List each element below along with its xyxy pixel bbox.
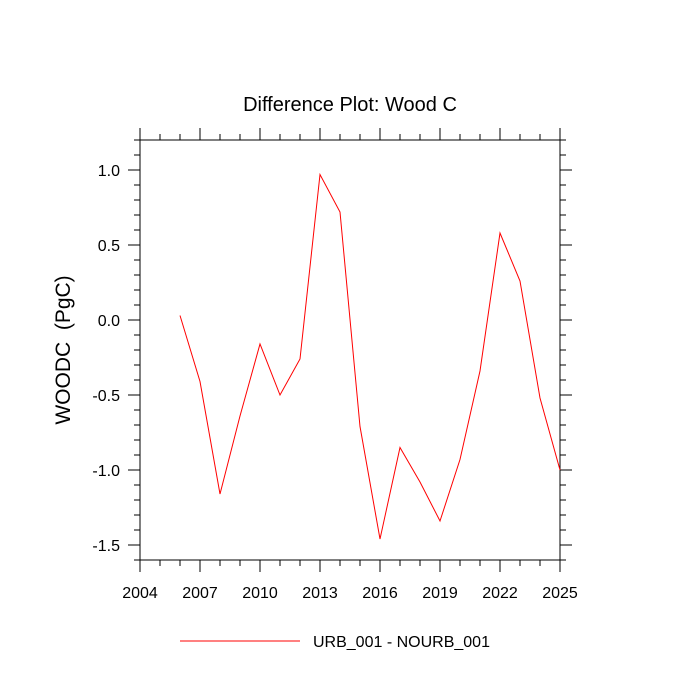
x-tick-label: 2025 — [542, 585, 578, 602]
y-tick-label: -1.0 — [92, 463, 120, 480]
y-tick-label: 0.0 — [98, 313, 120, 330]
legend: URB_001 - NOURB_001 — [180, 634, 490, 651]
x-tick-label: 2019 — [422, 585, 458, 602]
series-layer — [179, 172, 561, 540]
x-tick-label: 2010 — [242, 585, 278, 602]
axis-ticks — [128, 128, 572, 572]
chart-title: Difference Plot: Wood C — [243, 94, 457, 116]
legend-label: URB_001 - NOURB_001 — [313, 634, 490, 651]
x-tick-label: 2022 — [482, 585, 518, 602]
series-line — [179, 172, 561, 540]
x-tick-labels: 2004 2007 2010 2013 2016 2019 2022 2025 — [122, 585, 578, 602]
y-tick-label: 0.5 — [98, 238, 120, 255]
y-axis-label: WOODC (PgC) — [52, 275, 75, 424]
x-tick-label: 2004 — [122, 585, 158, 602]
plot-frame — [139, 139, 561, 561]
y-tick-label: -0.5 — [92, 388, 120, 405]
x-tick-label: 2007 — [182, 585, 218, 602]
y-tick-label: -1.5 — [92, 538, 120, 555]
plot-area — [128, 128, 572, 572]
y-tick-labels: 1.0 0.5 0.0 -0.5 -1.0 -1.5 — [92, 163, 120, 555]
x-tick-label: 2016 — [362, 585, 398, 602]
x-tick-label: 2013 — [302, 585, 338, 602]
y-tick-label: 1.0 — [98, 163, 120, 180]
